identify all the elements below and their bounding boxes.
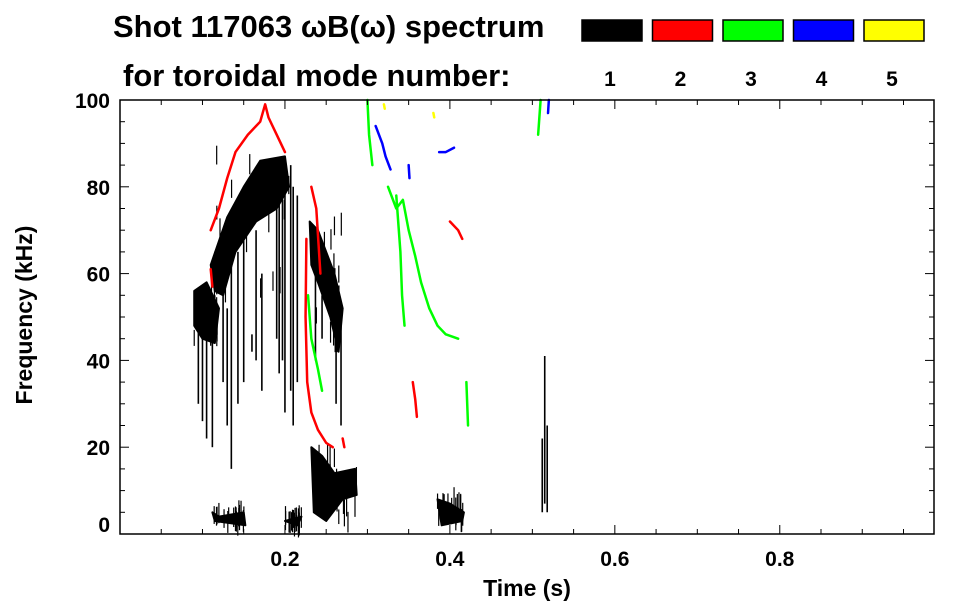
mode-1-blob (310, 446, 358, 522)
x-tick-label: 0.6 (600, 548, 629, 571)
legend-label-mode-4: 4 (816, 68, 828, 91)
mode-4-trace (437, 146, 456, 154)
x-tick-label: 0.8 (765, 548, 795, 571)
legend-label-mode-3: 3 (745, 68, 757, 91)
mode-1-blob (308, 220, 344, 353)
y-tick-label: 80 (87, 177, 110, 200)
legend-swatch-mode-4 (792, 19, 855, 42)
y-tick-label: 40 (87, 350, 110, 373)
mode-5-trace (432, 111, 436, 119)
x-tick-label: 0.2 (270, 548, 299, 571)
x-axis-label: Time (s) (483, 575, 571, 601)
y-tick-label: 20 (87, 437, 110, 460)
mode-2-trace (310, 185, 322, 275)
legend-label-mode-5: 5 (886, 68, 898, 91)
legend-swatch-mode-2 (651, 19, 714, 42)
plot-frame (119, 99, 935, 535)
mode-2-trace (411, 380, 419, 419)
legend-label-mode-2: 2 (675, 68, 687, 91)
mode-2-trace (341, 437, 346, 449)
mode-3-trace (306, 294, 324, 393)
mode-4-trace (407, 163, 411, 180)
chart-subtitle: for toroidal mode number: (123, 58, 511, 93)
mode-1-blob (436, 498, 465, 527)
mode-4-trace (546, 98, 551, 115)
y-axis-label: Frequency (kHz) (11, 226, 37, 405)
mode-2-trace (209, 268, 214, 288)
chart-title: Shot 117063 ωB(ω) spectrum (113, 9, 544, 44)
axes: 0.2 0.4 0.6 0.8 0 20 40 60 80 100 (75, 90, 935, 571)
legend-swatch-mode-1 (581, 19, 643, 42)
mode-5-trace (382, 103, 386, 110)
y-tick-label: 100 (75, 90, 110, 113)
plot-area (193, 98, 551, 538)
mode-2-trace (448, 220, 464, 241)
mode-2-trace (209, 103, 287, 232)
mode-4-trace (374, 124, 392, 171)
mode-2-trace (304, 237, 335, 449)
mode-3-trace (536, 98, 542, 136)
y-tick-label: 0 (98, 514, 110, 537)
x-tick-label: 0.4 (435, 548, 465, 571)
y-tick-label: 60 (87, 264, 110, 287)
mode-3-trace (465, 380, 470, 427)
legend: 1 2 3 4 5 (581, 19, 925, 91)
legend-label-mode-1: 1 (604, 68, 616, 91)
mode-3-trace (395, 194, 406, 327)
legend-swatch-mode-5 (863, 19, 925, 42)
mode-3-trace (386, 185, 460, 340)
legend-swatch-mode-3 (722, 19, 784, 42)
mode-3-trace (366, 98, 374, 167)
mode-1-blob (193, 281, 220, 345)
